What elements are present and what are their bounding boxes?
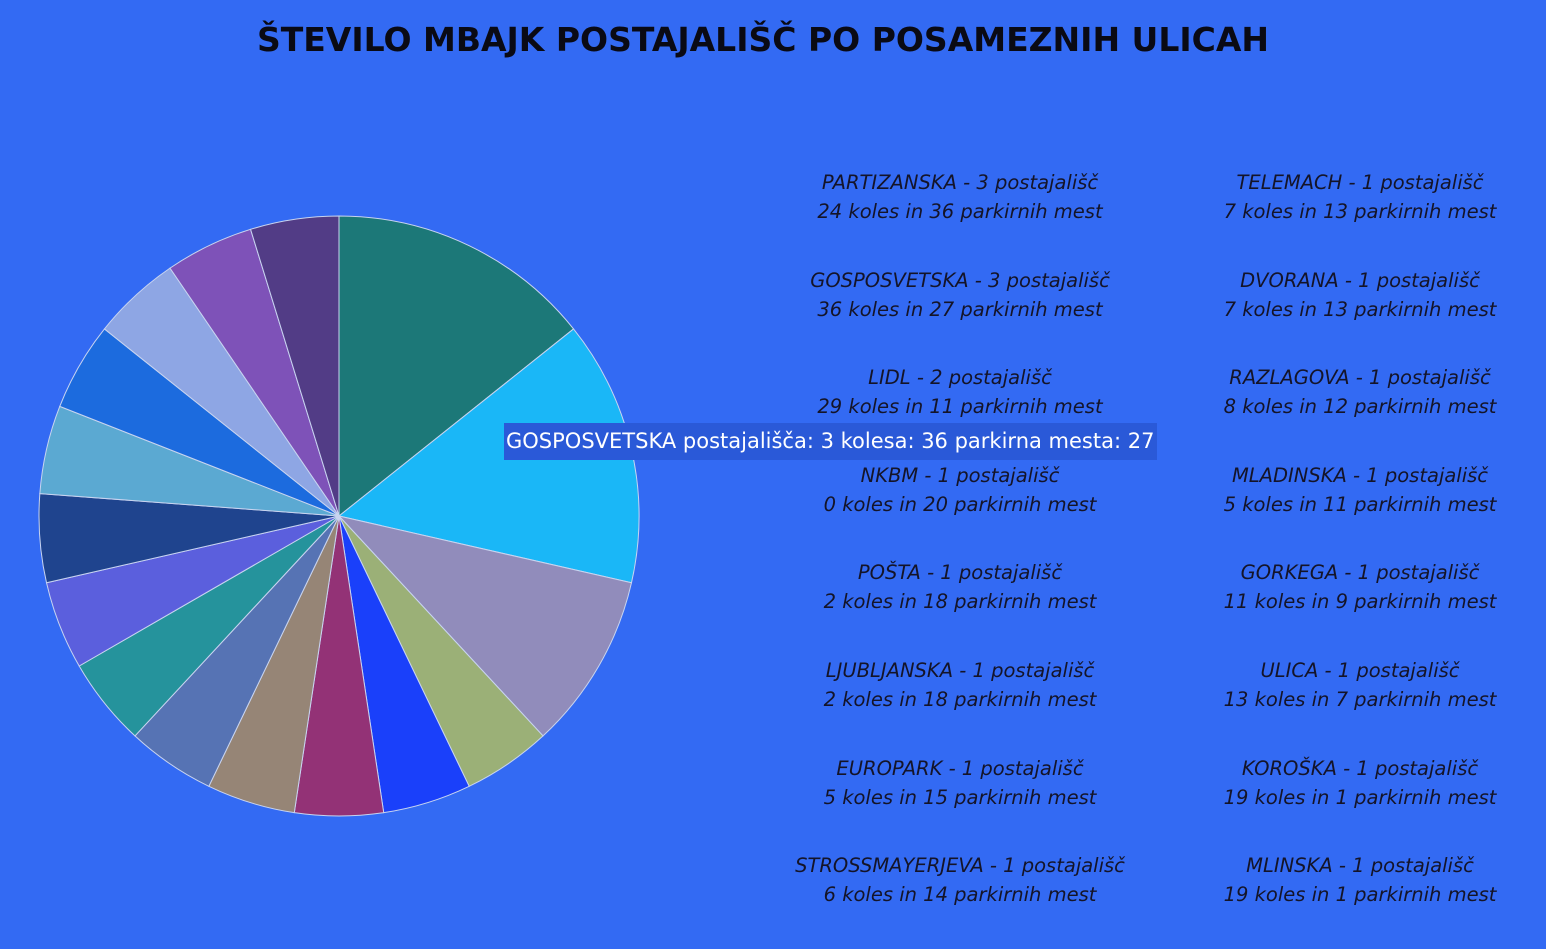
legend-item-title: GORKEGA - 1 postajališč	[1240, 561, 1480, 585]
legend-item-title: TELEMACH - 1 postajališč	[1236, 171, 1484, 194]
legend-item-title: STROSSMAYERJEVA - 1 postajališč	[795, 854, 1125, 878]
legend-item-title: POŠTA - 1 postajališč	[857, 561, 1063, 585]
legend-item-title: NKBM - 1 postajališč	[860, 463, 1060, 487]
legend-item-detail: 11 koles in 9 parkirnih mest	[1223, 590, 1497, 614]
pie-chart[interactable]	[0, 0, 700, 947]
legend-item-title: LIDL - 2 postajališč	[868, 366, 1052, 390]
legend-item: ULICA - 1 postajališč 13 koles in 7 parki…	[1200, 656, 1520, 754]
legend-item-detail: 2 koles in 18 parkirnih mest	[823, 687, 1097, 711]
legend-item-detail: 5 koles in 11 parkirnih mest	[1223, 492, 1497, 516]
legend-item-title: EUROPARK - 1 postajališč	[836, 756, 1084, 780]
legend-item: GOSPOSVETSKA - 3 postajališč 36 koles in …	[740, 266, 1180, 364]
legend-item-title: DVORANA - 1 postajališč	[1240, 268, 1480, 292]
legend-item: TELEMACH - 1 postajališč 7 koles in 13 pa…	[1200, 168, 1520, 266]
pie-slice-partizanska[interactable]	[338, 215, 575, 518]
legend-item: STROSSMAYERJEVA - 1 postajališč 6 koles i…	[740, 851, 1180, 949]
legend-item-detail: 2 koles in 18 parkirnih mest	[823, 590, 1097, 614]
legend-item: LIDL - 2 postajališč 29 koles in 11 parki…	[740, 363, 1180, 461]
legend-item: NKBM - 1 postajališč 0 koles in 20 parkir…	[740, 461, 1180, 559]
legend-item-title: PARTIZANSKA - 3 postajališč	[821, 171, 1099, 194]
legend-item: POŠTA - 1 postajališč 2 koles in 18 parki…	[740, 558, 1180, 656]
legend-item: MLINSKA - 1 postajališč 19 koles in 1 par…	[1200, 851, 1520, 949]
legend-item-title: RAZLAGOVA - 1 postajališč	[1229, 366, 1491, 390]
chart-title: ŠTEVILO MBAJK POSTAJALIŠČ PO POSAMEZNIH …	[256, 20, 1270, 59]
legend-item-title: ULICA - 1 postajališč	[1260, 658, 1460, 682]
legend-item: GORKEGA - 1 postajališč 11 koles in 9 par…	[1200, 558, 1520, 656]
legend-item: EUROPARK - 1 postajališč 5 koles in 15 pa…	[740, 754, 1180, 852]
legend-item-detail: 5 koles in 15 parkirnih mest	[823, 785, 1097, 809]
legend-item-detail: 36 koles in 27 parkirnih mest	[817, 297, 1103, 321]
legend-item-detail: 19 koles in 1 parkirnih mest	[1223, 785, 1497, 809]
legend-item-detail: 19 koles in 1 parkirnih mest	[1223, 883, 1497, 907]
legend-item-title: GOSPOSVETSKA - 3 postajališč	[810, 268, 1110, 292]
legend-item: DVORANA - 1 postajališč 7 koles in 13 par…	[1200, 266, 1520, 364]
hover-tooltip: GOSPOSVETSKA postajališča: 3 kolesa: 36 …	[504, 423, 1158, 460]
legend-item-title: LJUBLJANSKA - 1 postajališč	[825, 658, 1095, 682]
pie-slice-lidl[interactable]	[337, 515, 633, 737]
legend-item-title: MLINSKA - 1 postajališč	[1246, 854, 1474, 878]
pie-slice-mlinska[interactable]	[249, 215, 340, 517]
legend-item: MLADINSKA - 1 postajališč 5 koles in 11 p…	[1200, 461, 1520, 559]
legend-item-title: MLADINSKA - 1 postajališč	[1231, 463, 1489, 487]
legend: PARTIZANSKA - 3 postajališč 24 koles in 3…	[740, 168, 1530, 949]
legend-item-detail: 8 koles in 12 parkirnih mest	[1223, 395, 1497, 419]
legend-item-title: KOROŠKA - 1 postajališč	[1241, 756, 1479, 780]
legend-item-detail: 7 koles in 13 parkirnih mest	[1223, 297, 1497, 321]
legend-item-detail: 6 koles in 14 parkirnih mest	[823, 883, 1097, 907]
legend-item-detail: 7 koles in 13 parkirnih mest	[1223, 200, 1497, 223]
legend-item: LJUBLJANSKA - 1 postajališč 2 koles in 18…	[740, 656, 1180, 754]
legend-item: RAZLAGOVA - 1 postajališč 8 koles in 12 p…	[1200, 363, 1520, 461]
legend-item-detail: 29 koles in 11 parkirnih mest	[817, 395, 1103, 419]
legend-item: PARTIZANSKA - 3 postajališč 24 koles in 3…	[740, 168, 1180, 266]
legend-item: KOROŠKA - 1 postajališč 19 koles in 1 par…	[1200, 754, 1520, 852]
legend-item-detail: 24 koles in 36 parkirnih mest	[817, 200, 1103, 223]
legend-item-detail: 13 koles in 7 parkirnih mest	[1223, 687, 1497, 711]
legend-item-detail: 0 koles in 20 parkirnih mest	[823, 492, 1097, 516]
